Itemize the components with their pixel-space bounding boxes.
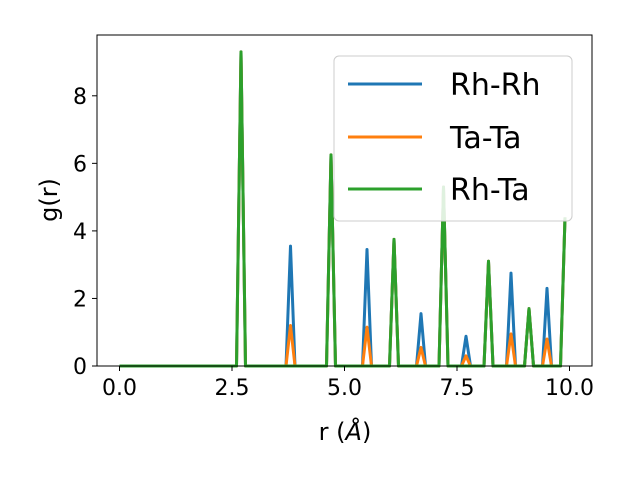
legend: Rh-Rh Ta-Ta Rh-Ta (333, 55, 573, 222)
y-tick-label: 4 (73, 220, 87, 245)
x-tick-label: 10.0 (545, 376, 594, 401)
y-axis-ticks: 0 2 4 6 8 (73, 85, 97, 380)
y-tick-label: 6 (73, 152, 87, 177)
legend-box (333, 55, 573, 222)
legend-label-rh-rh: Rh-Rh (450, 68, 541, 103)
x-tick-label: 2.5 (215, 376, 250, 401)
y-tick-label: 0 (73, 355, 87, 380)
legend-label-ta-ta: Ta-Ta (449, 121, 522, 156)
legend-label-rh-ta: Rh-Ta (450, 173, 530, 208)
x-axis-ticks: 0.0 2.5 5.0 7.5 10.0 (102, 366, 594, 401)
x-tick-label: 7.5 (440, 376, 475, 401)
y-tick-label: 2 (73, 287, 87, 312)
x-tick-label: 0.0 (102, 376, 137, 401)
x-axis-label: r (Å) (319, 417, 372, 446)
y-axis-label: g(r) (35, 178, 63, 222)
y-tick-label: 8 (73, 85, 87, 110)
x-tick-label: 5.0 (327, 376, 362, 401)
